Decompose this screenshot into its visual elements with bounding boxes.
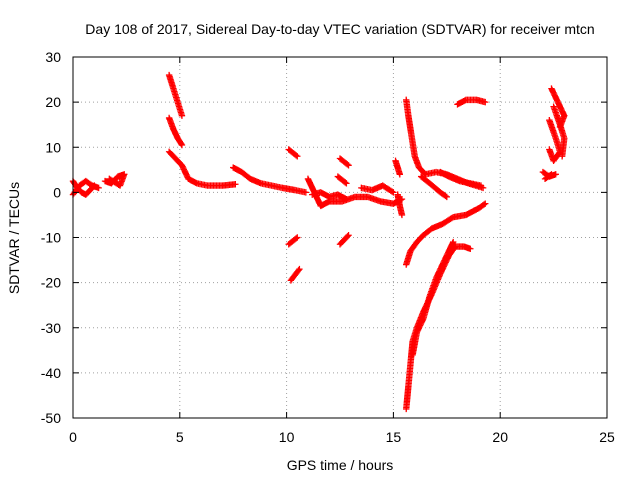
data-segment: [550, 103, 568, 160]
data-point-markers: [403, 200, 489, 268]
data-segment: [454, 96, 489, 108]
data-segment: [285, 234, 301, 248]
data-point-markers: [230, 164, 310, 196]
data-segment: [394, 191, 406, 219]
data-segment: [285, 146, 301, 160]
data-point-markers: [285, 146, 301, 160]
data-segment: [101, 171, 128, 189]
data-segment: [546, 116, 564, 164]
data-segment: [358, 182, 397, 196]
data-segment: [165, 71, 186, 119]
data-point-markers: [336, 232, 352, 248]
axis-ticks: [72, 56, 608, 419]
data-segment: [304, 175, 406, 210]
x-tick-label: 20: [492, 429, 508, 445]
tick-labels: 0 5 10 15 20 25 -50 -40 -30 -20 -10 0 10 20 30: [41, 49, 615, 445]
data-point-markers: [550, 103, 568, 160]
data-point-markers: [336, 155, 352, 169]
data-segment: [230, 164, 310, 196]
data-point-markers: [541, 171, 555, 183]
data-point-markers: [165, 148, 239, 189]
y-tick-label: -40: [41, 365, 61, 381]
data-point-markers: [101, 171, 128, 189]
y-tick-label: -30: [41, 320, 61, 336]
chart-title: Day 108 of 2017, Sidereal Day-to-day VTE…: [85, 21, 594, 37]
data-point-markers: [546, 116, 564, 164]
y-tick-label: -50: [41, 410, 61, 426]
data-point-markers: [334, 173, 350, 187]
data-segment: [334, 173, 350, 187]
data-segment: [403, 200, 489, 268]
data-segment: [541, 171, 555, 183]
y-axis-label: SDTVAR / TECUs: [6, 182, 22, 294]
y-tick-label: -10: [41, 230, 61, 246]
data-point-markers: [358, 182, 397, 196]
data-segment: [336, 155, 352, 169]
x-tick-label: 5: [176, 429, 184, 445]
x-tick-label: 0: [69, 429, 77, 445]
data-point-markers: [287, 265, 303, 284]
y-tick-label: 20: [45, 94, 61, 110]
data-point-markers: [392, 157, 404, 178]
data-point-markers: [454, 96, 489, 108]
data-segment: [392, 157, 404, 178]
data-point-markers: [409, 238, 457, 359]
y-tick-label: 10: [45, 139, 61, 155]
data-segment: [165, 148, 239, 189]
data-segment: [309, 189, 350, 203]
y-tick-label: 0: [53, 184, 61, 200]
x-tick-label: 10: [279, 429, 295, 445]
x-tick-label: 25: [599, 429, 615, 445]
data-point-markers: [165, 71, 186, 119]
x-axis-label: GPS time / hours: [287, 457, 394, 473]
x-tick-label: 15: [386, 429, 402, 445]
data-point-markers: [417, 173, 450, 201]
data-segment: [287, 265, 303, 284]
data-segment: [165, 114, 186, 149]
data-point-markers: [165, 114, 186, 149]
data-segment: [409, 238, 457, 359]
data-points: [69, 71, 568, 413]
grid-lines: [73, 57, 607, 418]
data-point-markers: [309, 189, 350, 203]
data-segment: [336, 232, 352, 248]
data-point-markers: [394, 191, 406, 219]
data-point-markers: [285, 234, 301, 248]
data-point-markers: [437, 168, 485, 189]
data-segment: [437, 168, 485, 189]
data-point-markers: [304, 175, 406, 210]
data-segment: [417, 173, 450, 201]
y-tick-label: 30: [45, 49, 61, 65]
y-tick-label: -20: [41, 275, 61, 291]
